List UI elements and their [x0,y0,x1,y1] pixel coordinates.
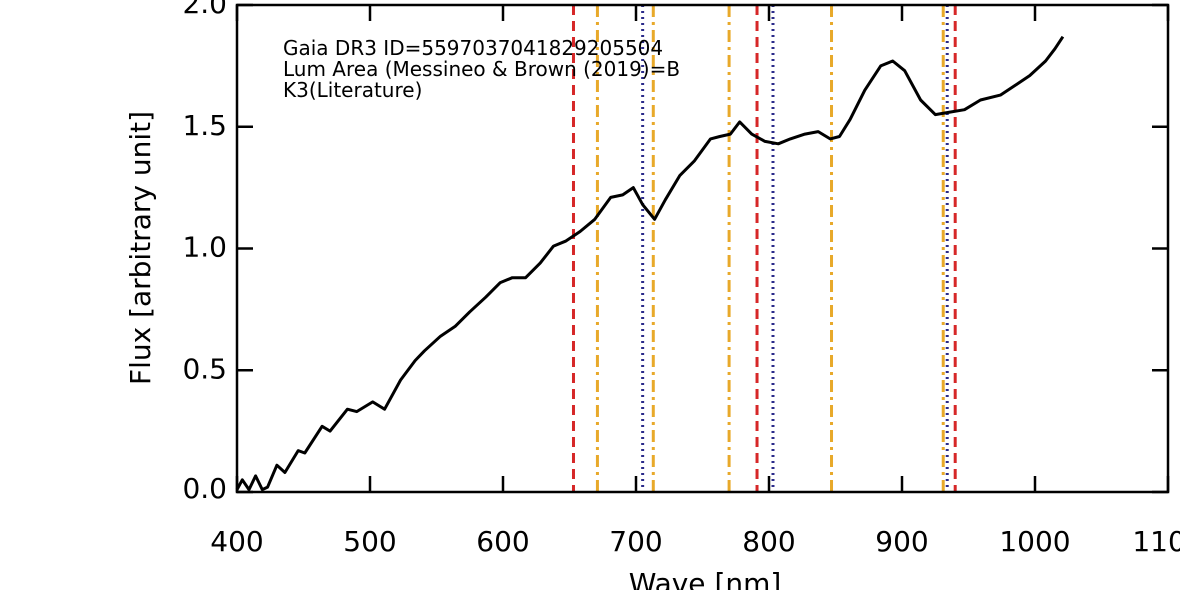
y-axis-label: Flux [arbitrary unit] [124,111,157,385]
x-tick-label: 600 [476,525,529,558]
y-tick-label: 0.0 [182,472,227,505]
x-tick-label: 400 [210,525,263,558]
x-tick-label: 900 [875,525,928,558]
x-tick-label: 500 [343,525,396,558]
y-tick-label: 2.0 [182,0,227,20]
spectrum-line [235,35,1065,492]
y-tick-label: 1.5 [182,109,227,142]
annotation: Lum Area (Messineo & Brown (2019)=B [283,57,680,81]
x-tick-label: 1000 [999,525,1070,558]
x-tick-label: 700 [609,525,662,558]
annotation: Gaia DR3 ID=5597037041829205504 [283,36,663,60]
annotation: K3(Literature) [283,78,422,102]
x-axis-label: Wave [nm] [629,567,782,590]
x-tick-label: 800 [742,525,795,558]
y-tick-label: 0.5 [182,352,227,385]
y-tick-label: 1.0 [182,231,227,264]
